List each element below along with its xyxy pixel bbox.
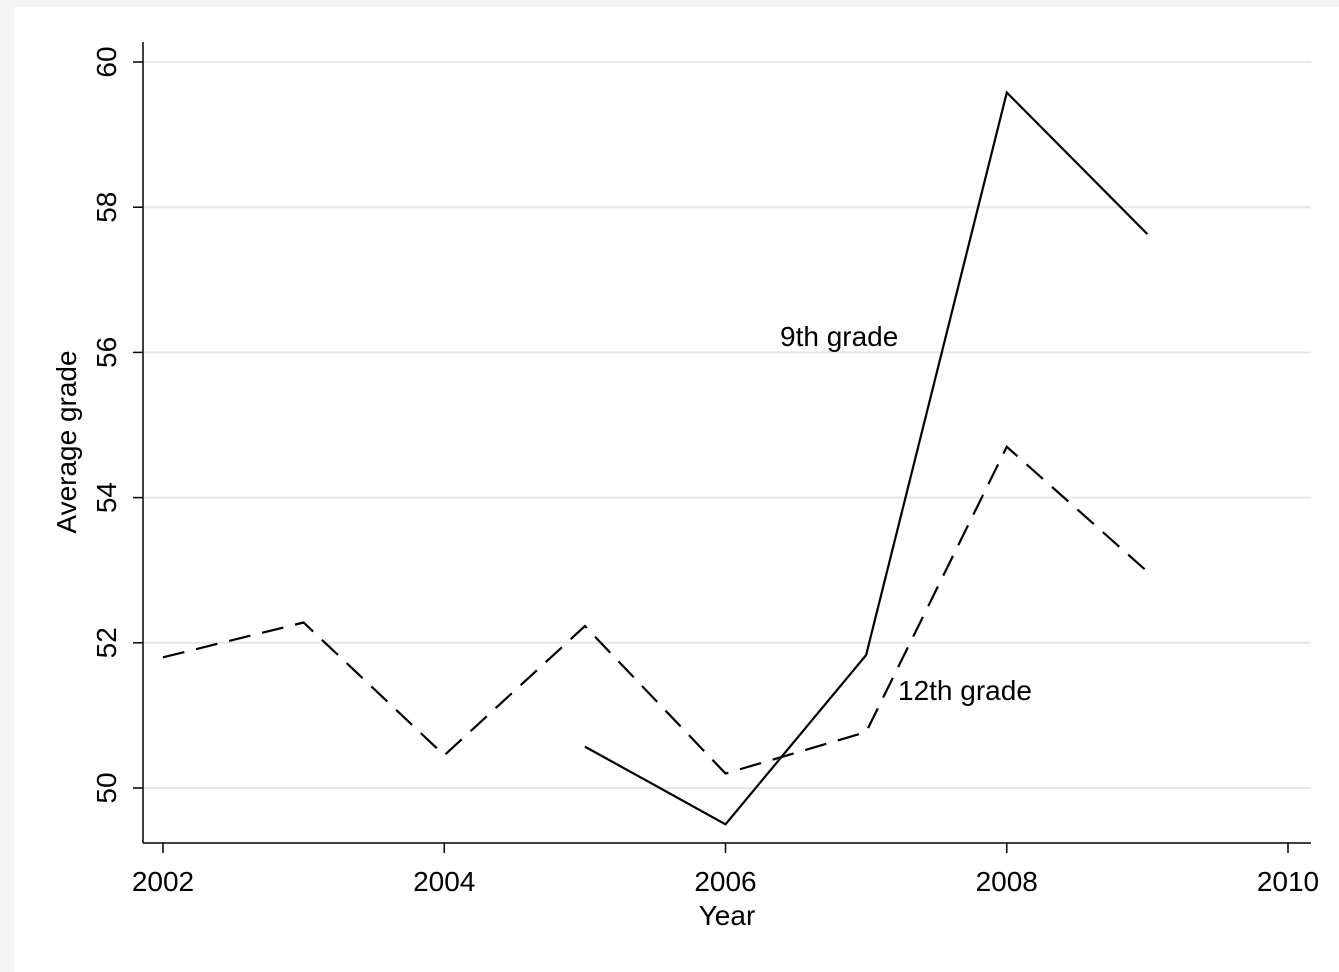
series-label-12th-grade: 12th grade	[898, 675, 1032, 706]
chart-panel	[14, 7, 1339, 972]
series-line-12th-grade	[162, 445, 1149, 775]
y-tick-label-56: 56	[91, 337, 122, 368]
x-tick-label-2002: 2002	[132, 866, 194, 897]
y-tick-label-58: 58	[91, 192, 122, 223]
x-axis-title: Year	[699, 900, 756, 931]
y-tick-label-52: 52	[91, 627, 122, 658]
x-tick-label-2006: 2006	[694, 866, 756, 897]
y-axis-title: Average grade	[51, 350, 82, 533]
series-line-9th-grade	[584, 90, 1149, 826]
y-tick-label-54: 54	[91, 482, 122, 513]
x-tick-label-2010: 2010	[1257, 866, 1319, 897]
y-tick-label-60: 60	[91, 46, 122, 77]
x-tick-label-2008: 2008	[976, 866, 1038, 897]
y-tick-label-50: 50	[91, 772, 122, 803]
x-tick-label-2004: 2004	[413, 866, 475, 897]
series-label-9th-grade: 9th grade	[780, 321, 898, 352]
